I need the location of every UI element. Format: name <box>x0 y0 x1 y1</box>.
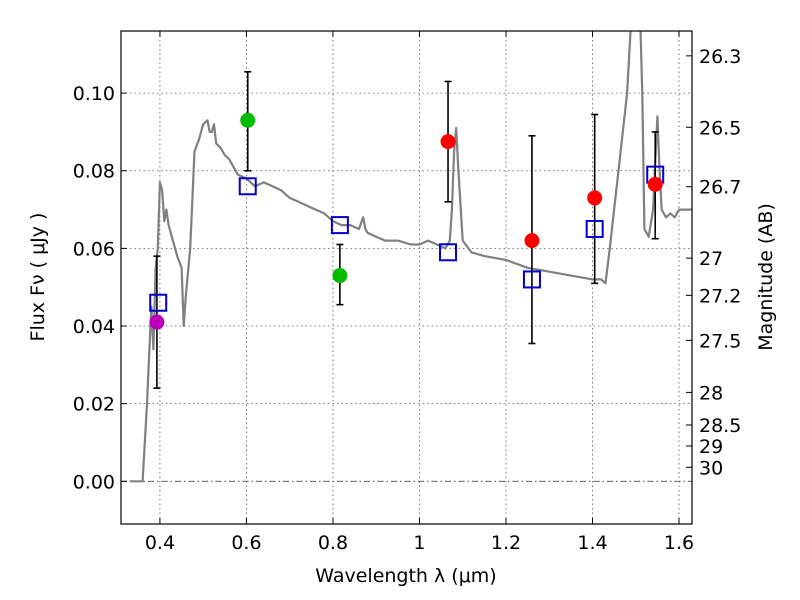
data-points <box>149 112 665 330</box>
error-bars <box>153 70 659 389</box>
magnitude-tick-label: 26.5 <box>699 117 741 139</box>
x-tick-label: 1 <box>413 532 425 554</box>
x-axis-label: Wavelength λ (μm) <box>315 565 496 587</box>
data-point-marker <box>440 134 456 150</box>
y-tick-label: 0.06 <box>73 238 115 260</box>
data-point-marker <box>332 268 348 284</box>
magnitude-tick-label: 28 <box>699 382 723 404</box>
y-tick-label: 0.10 <box>73 83 115 105</box>
magnitude-tick-label: 29 <box>699 436 723 458</box>
model-square-marker <box>522 270 541 289</box>
data-point-marker <box>587 190 603 206</box>
model-square-marker <box>330 216 349 235</box>
model-spectrum-line <box>129 31 692 483</box>
model-square-marker <box>585 219 604 238</box>
magnitude-tick-label: 27.5 <box>699 330 741 352</box>
y-tick-label: 0.08 <box>73 161 115 183</box>
y-axis-ticks: 0.00 0.02 0.04 0.06 0.08 0.10 <box>73 83 127 493</box>
data-point-marker <box>240 112 256 128</box>
magnitude-tick-label: 30 <box>699 457 723 479</box>
y-axis-label: Flux Fν ( μJy ) <box>27 213 49 342</box>
model-square-marker <box>149 293 168 312</box>
x-tick-label: 0.6 <box>231 532 261 554</box>
magnitude-axis-label: Magnitude (AB) <box>755 203 777 351</box>
magnitude-tick-label: 27.2 <box>699 285 741 307</box>
x-tick-label: 1.2 <box>491 532 521 554</box>
model-square-marker <box>238 177 257 196</box>
model-spectrum-layer <box>129 31 692 483</box>
x-tick-label: 1.4 <box>577 532 607 554</box>
grid <box>121 31 692 524</box>
x-tick-label: 0.8 <box>318 532 348 554</box>
x-axis-ticks: 0.4 0.6 0.8 1 1.2 1.4 1.6 <box>145 31 694 554</box>
magnitude-tick-label: 27 <box>699 248 723 270</box>
data-point-marker <box>524 233 540 249</box>
magnitude-tick-label: 28.5 <box>699 415 741 437</box>
data-point-marker <box>149 314 165 330</box>
plot-frame <box>120 30 693 525</box>
x-tick-label: 1.6 <box>664 532 694 554</box>
y-tick-label: 0.00 <box>73 471 115 493</box>
model-square-marker <box>439 243 458 262</box>
magnitude-tick-label: 26.7 <box>699 177 741 199</box>
data-point-marker <box>647 176 663 192</box>
x-tick-label: 0.4 <box>145 532 175 554</box>
y-tick-label: 0.04 <box>73 316 115 338</box>
magnitude-tick-label: 26.3 <box>699 46 741 68</box>
y-tick-label: 0.02 <box>73 394 115 416</box>
